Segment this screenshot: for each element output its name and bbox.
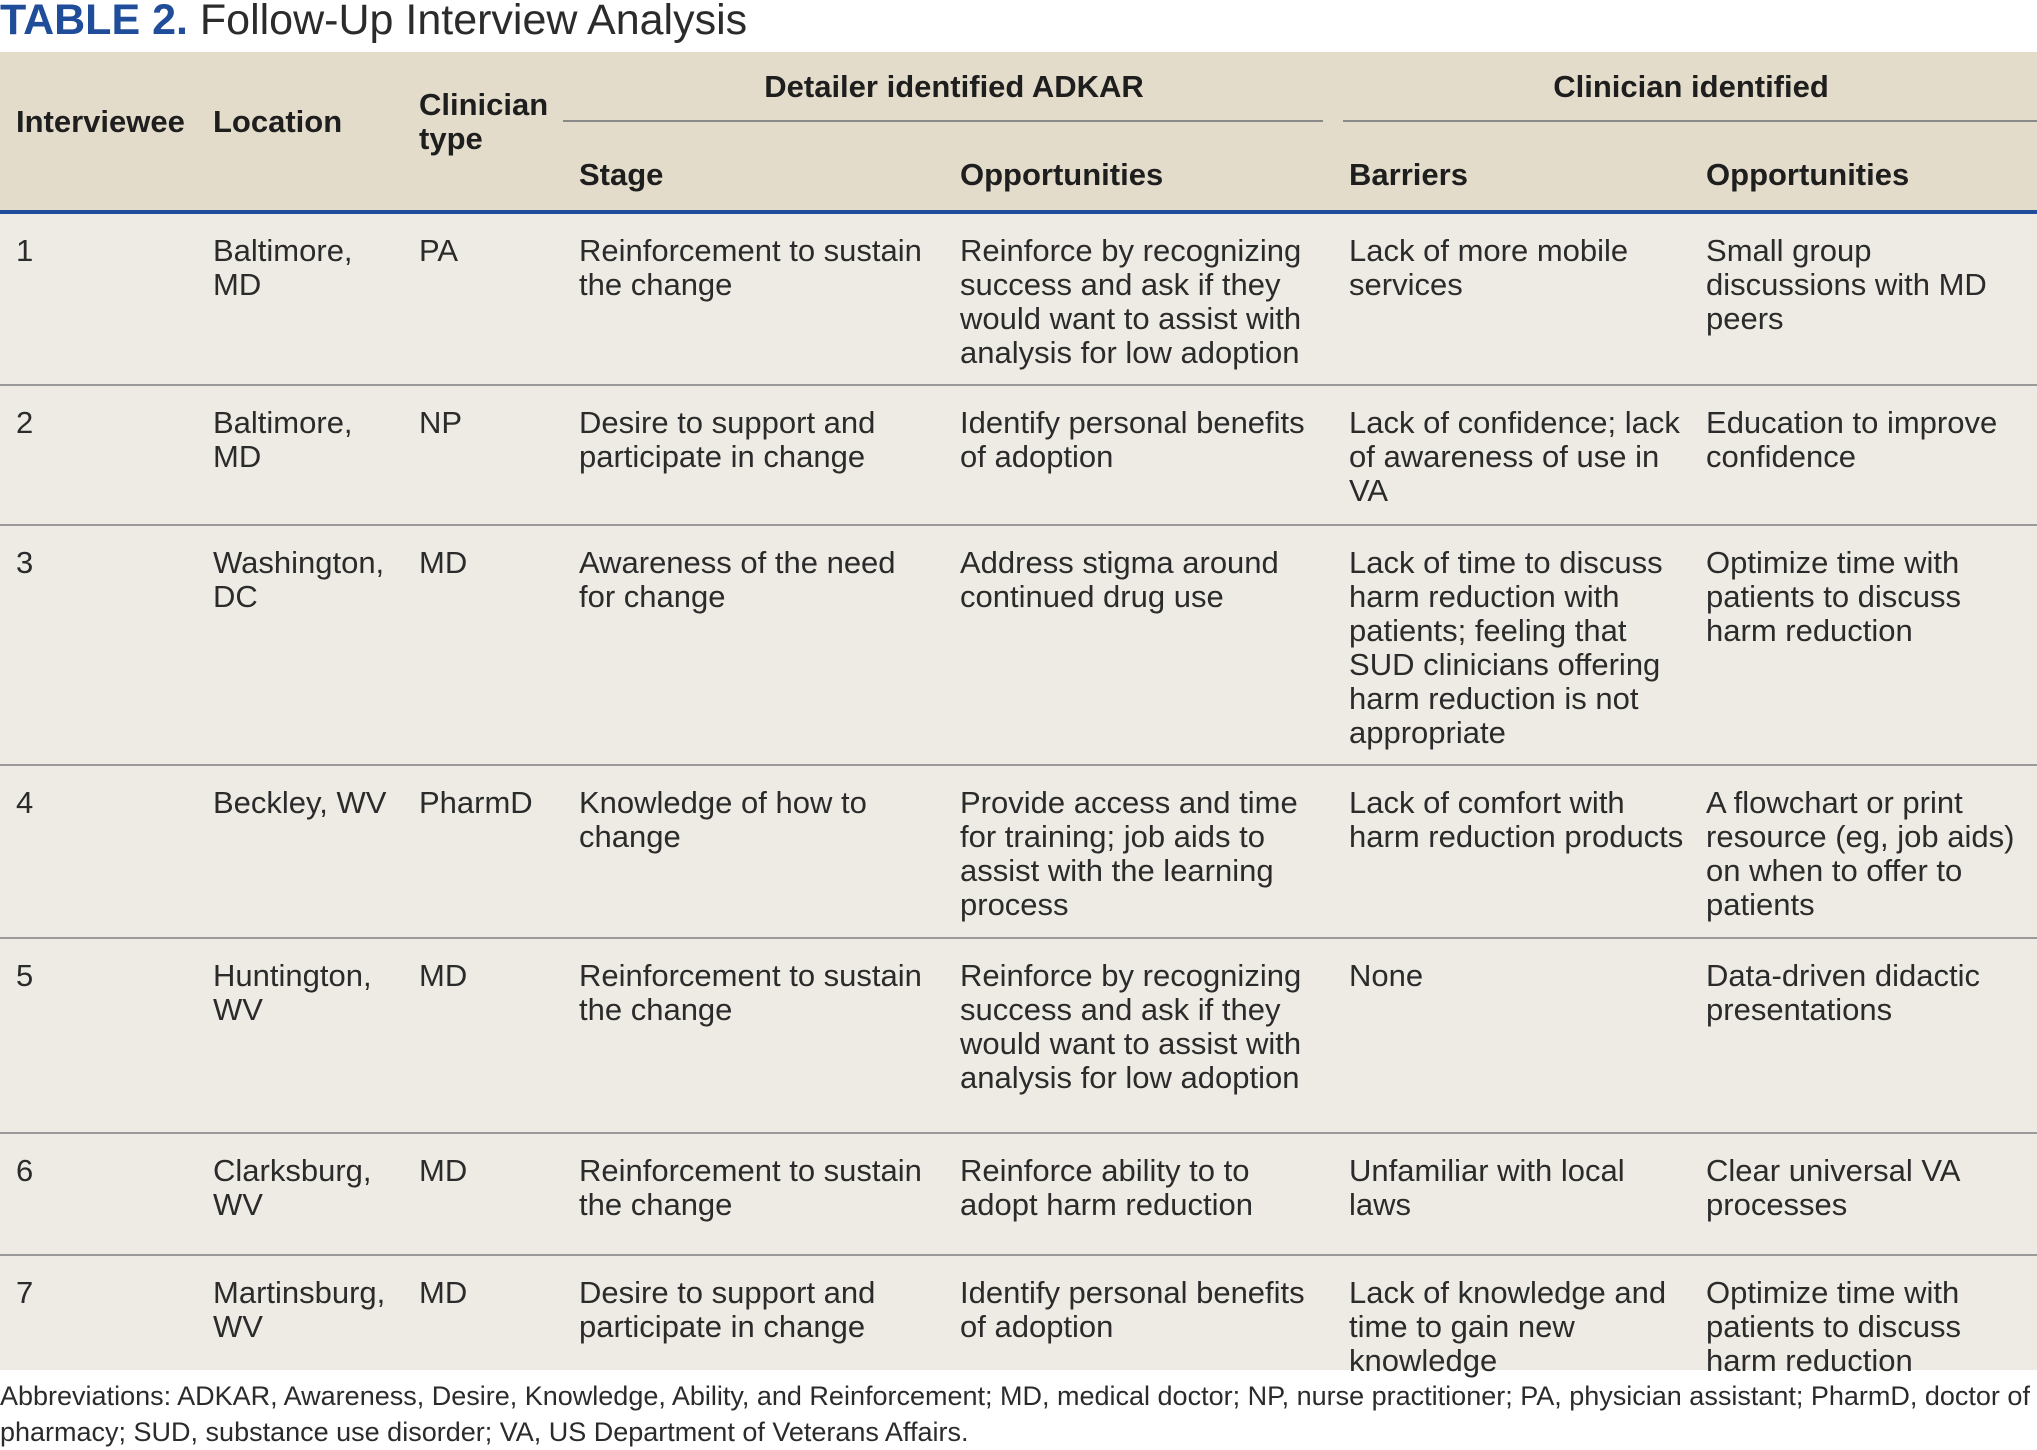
table-row: 4 Beckley, WV PharmD Knowledge of how to… — [0, 765, 2037, 939]
cell-barriers: None — [1333, 938, 1691, 1134]
cell-barriers: Lack of comfort with harm reduction prod… — [1333, 765, 1691, 939]
table-row: 6 Clarksburg, WV MD Reinforcement to sus… — [0, 1133, 2037, 1256]
interview-analysis-table: Interviewee Location Clinician type Deta… — [0, 52, 2037, 1396]
group-header-detailer: Detailer identified ADKAR — [563, 52, 1334, 122]
cell-clinician-type: PA — [403, 212, 563, 386]
cell-interviewee: 7 — [16, 1275, 34, 1310]
col-header-clinician-type: Clinician type — [403, 52, 563, 214]
col-header-interviewee: Interviewee — [0, 52, 197, 214]
table-body: 1 Baltimore, MD PA Reinforcement to sust… — [0, 212, 2037, 1396]
cell-location: Martinsburg, WV — [213, 1275, 386, 1344]
cell-clinician-type: MD — [403, 938, 563, 1134]
cell-interviewee: 3 — [0, 525, 197, 766]
cell-clinician-opportunities: Optimize time with patients to discuss h… — [1690, 525, 2037, 766]
table-number: TABLE 2. — [0, 0, 188, 44]
cell-barriers: Lack of confidence; lack of awareness of… — [1333, 385, 1691, 526]
cell-detailer-opportunities: Reinforce by recognizing success and ask… — [944, 212, 1334, 386]
cell-interviewee: 4 — [0, 765, 197, 939]
cell-stage: Desire to support and participate in cha… — [579, 1275, 876, 1344]
table-row: 2 Baltimore, MD NP Desire to support and… — [0, 385, 2037, 526]
cell-barriers: Lack of knowledge and time to gain new k… — [1349, 1275, 1667, 1378]
cell-stage: Reinforcement to sustain the change — [563, 212, 944, 386]
cell-location: Clarksburg, WV — [197, 1133, 403, 1256]
cell-clinician-opportunities: Education to improve confidence — [1690, 385, 2037, 526]
col-header-stage: Stage — [563, 122, 944, 214]
cell-detailer-opportunities: Provide access and time for training; jo… — [944, 765, 1334, 939]
cell-barriers: Lack of more mobile services — [1333, 212, 1691, 386]
col-header-detailer-opportunities: Opportunities — [944, 122, 1334, 214]
col-header-barriers: Barriers — [1333, 122, 1691, 214]
group-header-clinician: Clinician identified — [1333, 52, 2037, 122]
cell-interviewee: 5 — [0, 938, 197, 1134]
cell-stage: Knowledge of how to change — [563, 765, 944, 939]
cell-location: Baltimore, MD — [197, 385, 403, 526]
cell-interviewee: 2 — [0, 385, 197, 526]
cell-stage: Reinforcement to sustain the change — [563, 1133, 944, 1256]
table-row: 5 Huntington, WV MD Reinforcement to sus… — [0, 938, 2037, 1134]
cell-stage: Reinforcement to sustain the change — [563, 938, 944, 1134]
cell-location: Huntington, WV — [197, 938, 403, 1134]
cell-detailer-opportunities: Reinforce by recognizing success and ask… — [944, 938, 1334, 1134]
table-header: Interviewee Location Clinician type Deta… — [0, 52, 2037, 214]
cell-barriers: Lack of time to discuss harm reduction w… — [1333, 525, 1691, 766]
header-row-columns: Stage Opportunities Barriers Opportuniti… — [0, 122, 2037, 214]
cell-detailer-opportunities: Address stigma around continued drug use — [944, 525, 1334, 766]
table-row: 3 Washington, DC MD Awareness of the nee… — [0, 525, 2037, 766]
cell-clinician-opportunities: Clear universal VA processes — [1690, 1133, 2037, 1256]
header-row-groups: Interviewee Location Clinician type Deta… — [0, 52, 2037, 214]
cell-detailer-opportunities: Identify personal benefits of adoption — [960, 1275, 1305, 1344]
cell-location: Beckley, WV — [197, 765, 403, 939]
cell-interviewee: 1 — [0, 212, 197, 386]
cell-detailer-opportunities: Reinforce ability to to adopt harm reduc… — [944, 1133, 1334, 1256]
cell-stage: Desire to support and participate in cha… — [563, 385, 944, 526]
cell-barriers: Unfamiliar with local laws — [1333, 1133, 1691, 1256]
cell-clinician-opportunities: A flowchart or print resource (eg, job a… — [1690, 765, 2037, 939]
cell-clinician-type: MD — [403, 1133, 563, 1256]
cell-clinician-type: MD — [419, 1275, 468, 1310]
cell-location: Baltimore, MD — [197, 212, 403, 386]
cell-clinician-opportunities: Data-driven didactic presentations — [1690, 938, 2037, 1134]
cell-detailer-opportunities: Identify personal benefits of adoption — [944, 385, 1334, 526]
table-row: 7 Martinsburg, WV MD Desire to support a… — [0, 1255, 2037, 1396]
abbreviations-footnote: Abbreviations: ADKAR, Awareness, Desire,… — [0, 1381, 2030, 1447]
col-header-location: Location — [197, 52, 403, 214]
cell-location: Washington, DC — [197, 525, 403, 766]
table-container: Interviewee Location Clinician type Deta… — [0, 52, 2037, 1378]
table-row: 1 Baltimore, MD PA Reinforcement to sust… — [0, 212, 2037, 386]
table-caption: TABLE 2. Follow-Up Interview Analysis — [0, 0, 747, 52]
cell-interviewee: 6 — [0, 1133, 197, 1256]
cell-clinician-opportunities: Optimize time with patients to discuss h… — [1706, 1275, 1962, 1378]
cell-clinician-type: MD — [403, 525, 563, 766]
cell-clinician-type: NP — [403, 385, 563, 526]
cell-stage: Awareness of the need for change — [563, 525, 944, 766]
col-header-clinician-opportunities: Opportunities — [1690, 122, 2037, 214]
table-title: Follow-Up Interview Analysis — [199, 0, 748, 44]
cell-clinician-type: PharmD — [403, 765, 563, 939]
cell-clinician-opportunities: Small group discussions with MD peers — [1690, 212, 2037, 386]
